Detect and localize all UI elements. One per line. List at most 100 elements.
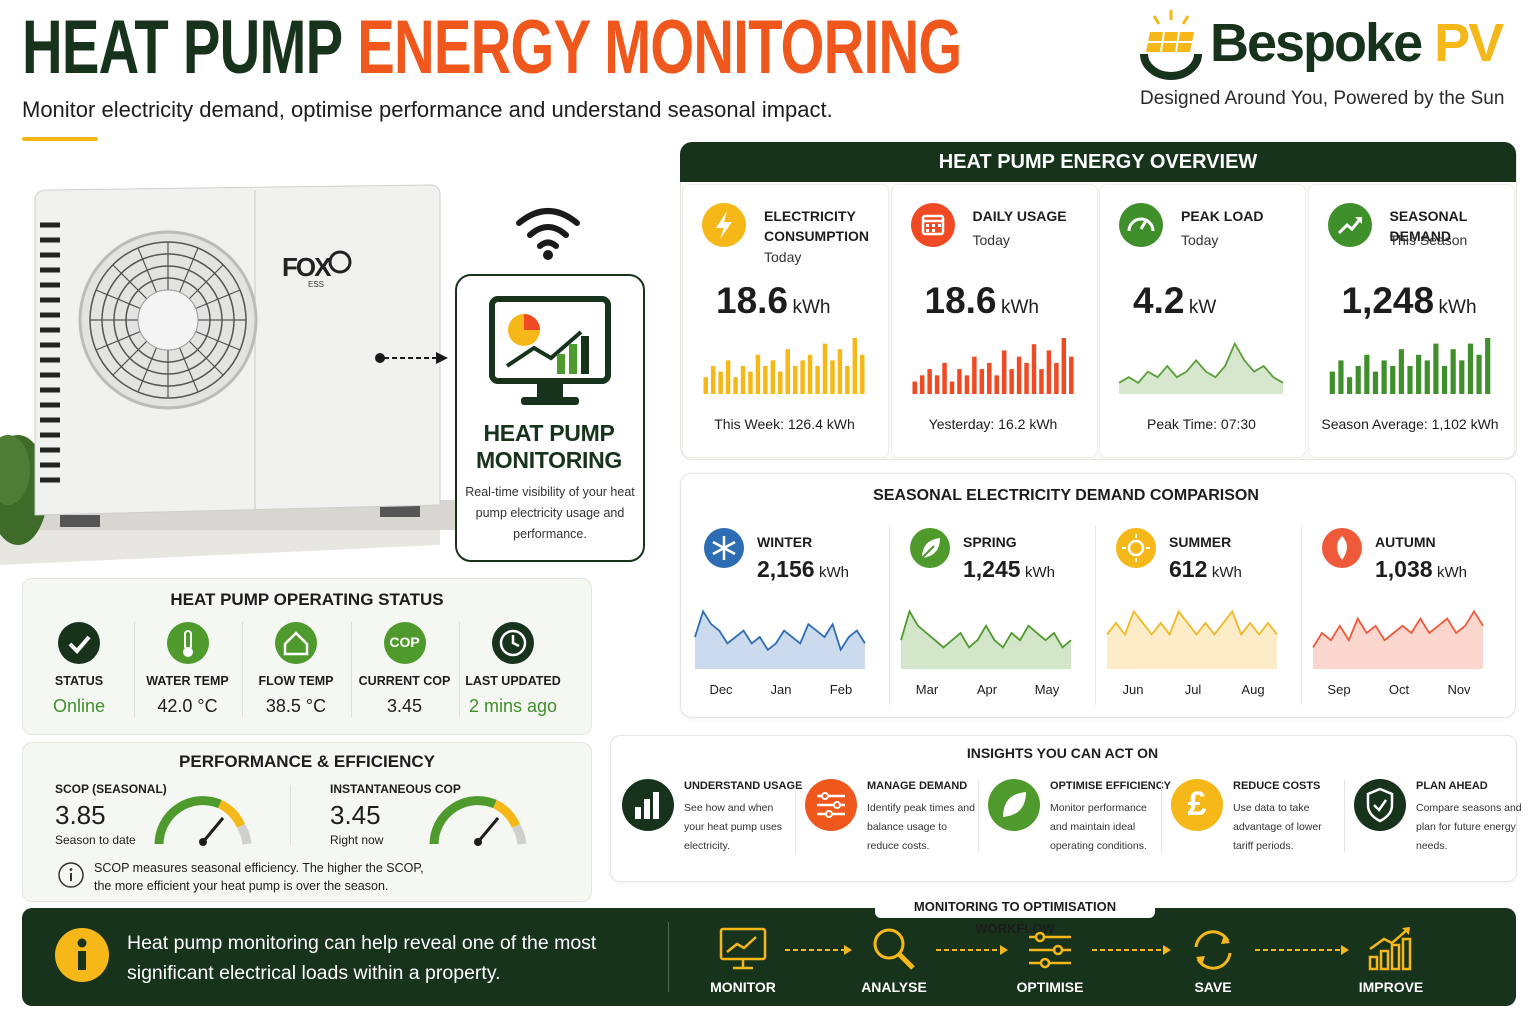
spark-bar bbox=[807, 354, 813, 394]
season-name: SPRING bbox=[963, 534, 1017, 550]
decoration-shape bbox=[1354, 779, 1406, 831]
decoration-shape bbox=[1373, 799, 1388, 812]
decoration-shape bbox=[1122, 534, 1150, 562]
brand-accent: PV bbox=[1434, 13, 1504, 73]
season-icon bbox=[1116, 528, 1156, 568]
decoration-shape bbox=[527, 224, 569, 238]
spark-bar bbox=[1484, 338, 1490, 394]
decoration-shape bbox=[166, 622, 209, 664]
card-value-number: 4.2 bbox=[1133, 280, 1185, 321]
footer-divider bbox=[668, 922, 669, 992]
card-value: 4.2 kW bbox=[1133, 280, 1216, 322]
status-icon bbox=[58, 622, 100, 664]
insight-text: Use data to take advantage of lower tari… bbox=[1233, 802, 1322, 852]
status-divider bbox=[133, 622, 135, 717]
spark-bar bbox=[1061, 338, 1066, 394]
footer-banner bbox=[22, 908, 1516, 1006]
brand-name: Bespoke bbox=[1210, 13, 1423, 73]
insight-icon bbox=[805, 779, 857, 831]
spark-bar bbox=[1363, 354, 1369, 394]
spark-bar bbox=[1372, 371, 1378, 394]
workflow-step: MONITOR bbox=[710, 979, 776, 995]
spark-bar bbox=[845, 366, 850, 394]
workflow-arrow bbox=[785, 945, 852, 955]
month-label: Jun bbox=[1122, 682, 1144, 697]
spark-bar bbox=[860, 354, 865, 394]
decoration-shape bbox=[1160, 31, 1165, 53]
spark-bar bbox=[1329, 371, 1335, 394]
workflow-step: IMPROVE bbox=[1358, 979, 1424, 995]
wifi-icon bbox=[516, 208, 580, 260]
sparkline bbox=[703, 338, 865, 394]
title: HEAT PUMP ENERGY MONITORING bbox=[22, 4, 962, 91]
decoration-shape bbox=[712, 536, 736, 560]
season-divider bbox=[1095, 525, 1096, 705]
card-sub: Today bbox=[972, 232, 1010, 248]
unit-brand: FOX bbox=[282, 252, 331, 282]
insight-divider bbox=[795, 780, 796, 852]
decoration-shape bbox=[644, 799, 650, 819]
status-value: Online bbox=[52, 696, 106, 716]
decoration-shape bbox=[328, 250, 352, 274]
decoration-shape bbox=[58, 862, 84, 888]
spark-bar bbox=[1450, 349, 1456, 394]
card-value-unit: kWh bbox=[792, 297, 831, 318]
card-footer: Yesterday: 16.2 kWh bbox=[928, 416, 1058, 432]
spark-bar bbox=[770, 360, 776, 394]
decoration-shape bbox=[1127, 539, 1145, 557]
decoration-shape bbox=[821, 792, 829, 800]
workflow-arrow bbox=[936, 945, 1008, 955]
subtitle: Monitor electricity demand, optimise per… bbox=[22, 97, 833, 122]
decoration-shape bbox=[283, 631, 309, 656]
status-icon bbox=[166, 622, 209, 664]
decoration-shape bbox=[505, 330, 583, 368]
decoration-shape bbox=[931, 224, 935, 227]
decoration-shape bbox=[476, 817, 500, 843]
card-value-number: 1,248 bbox=[1341, 280, 1435, 321]
metric-value: 3.85 bbox=[55, 800, 106, 830]
spark-bar bbox=[1008, 369, 1014, 394]
decoration-shape bbox=[58, 622, 100, 664]
decoration-shape bbox=[1341, 945, 1349, 955]
workflow-icon bbox=[1194, 930, 1232, 970]
sparkline bbox=[1106, 609, 1278, 669]
decoration-shape bbox=[68, 635, 91, 654]
spark-line bbox=[900, 609, 1072, 649]
spark-bar bbox=[822, 343, 828, 394]
decoration-shape bbox=[1140, 53, 1202, 80]
decoration-shape bbox=[873, 928, 905, 960]
month-label: Apr bbox=[976, 682, 998, 697]
sparkline bbox=[1118, 341, 1284, 394]
decoration-shape bbox=[69, 868, 73, 871]
workflow-icon bbox=[873, 928, 915, 970]
season-name: SUMMER bbox=[1169, 534, 1232, 550]
spark-bar bbox=[1337, 360, 1344, 394]
decoration-shape bbox=[1003, 792, 1026, 817]
spark-bar bbox=[703, 377, 708, 394]
decoration-shape bbox=[40, 222, 60, 483]
decoration-shape bbox=[1196, 956, 1205, 965]
insight-divider bbox=[978, 780, 979, 852]
insight-title: MANAGE DEMAND bbox=[867, 780, 968, 792]
decoration-shape bbox=[1171, 779, 1223, 831]
decoration-shape bbox=[825, 810, 833, 818]
status-value: 3.45 bbox=[386, 696, 423, 716]
sparkline bbox=[900, 609, 1072, 669]
decoration-shape bbox=[1152, 10, 1190, 25]
spark-bar bbox=[725, 360, 731, 394]
spark-bar bbox=[748, 371, 753, 394]
spark-area bbox=[1313, 611, 1483, 669]
card-sub: This Season bbox=[1389, 232, 1468, 248]
season-name: WINTER bbox=[757, 534, 813, 550]
spark-bar bbox=[740, 366, 746, 394]
season-value-unit: kWh bbox=[1211, 564, 1242, 581]
season-value-unit: kWh bbox=[1437, 564, 1468, 581]
spark-bar bbox=[1038, 369, 1044, 394]
season-value-number: 2,156 bbox=[757, 556, 815, 582]
decoration-shape bbox=[375, 353, 385, 363]
card-label: PEAK LOAD bbox=[1181, 208, 1264, 224]
decoration-shape bbox=[1366, 787, 1394, 823]
spark-bar bbox=[956, 369, 962, 394]
insight-title: UNDERSTAND USAGE bbox=[684, 780, 803, 792]
